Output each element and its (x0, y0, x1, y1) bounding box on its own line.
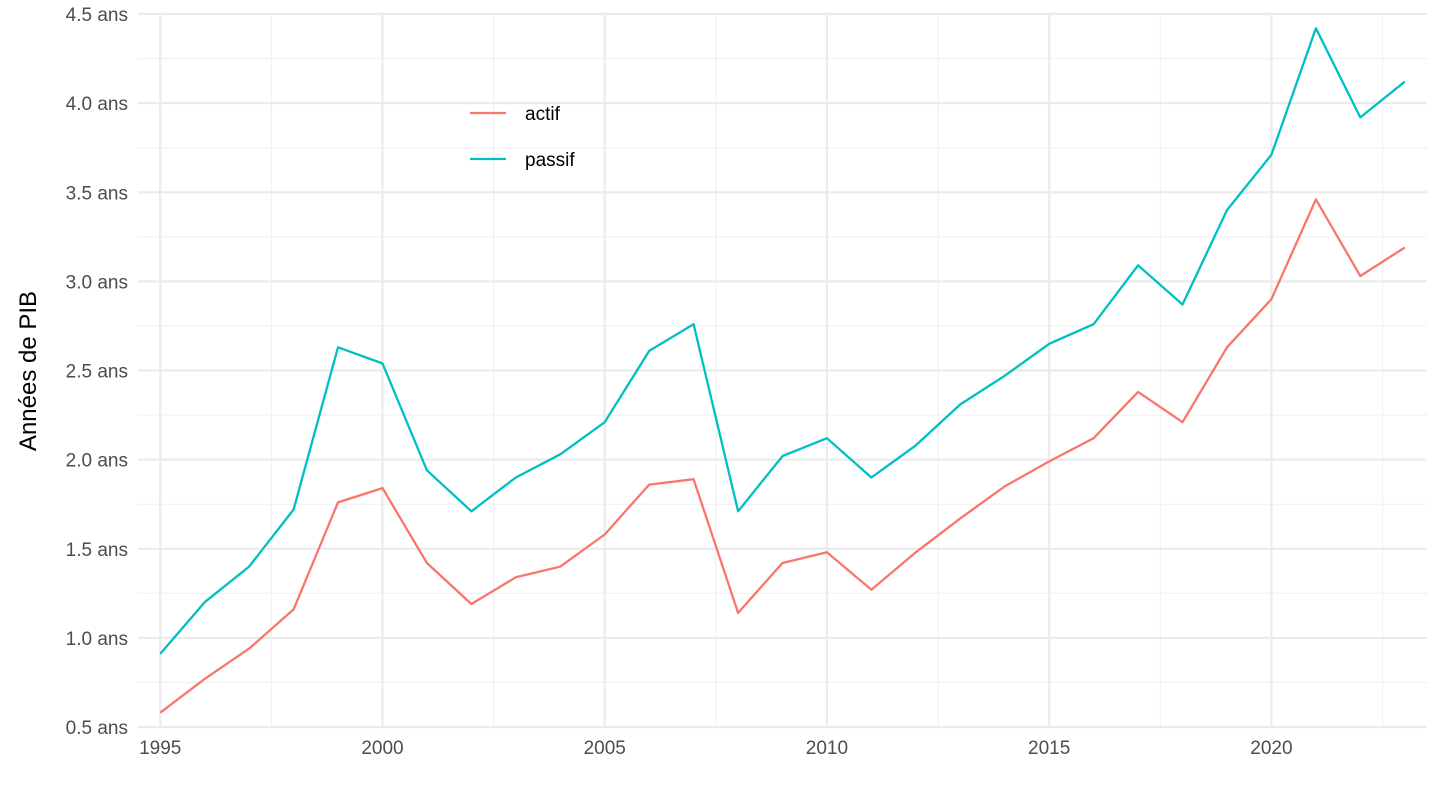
y-tick-label: 4.5 ans (66, 5, 128, 26)
x-tick-label: 2005 (584, 738, 626, 759)
series-line-passif (159, 27, 1406, 655)
y-tick-label: 2.5 ans (66, 362, 128, 383)
x-tick-label: 2010 (806, 738, 848, 759)
series-lines (159, 27, 1406, 714)
y-tick-label: 3.0 ans (66, 272, 128, 293)
x-tick-label: 2015 (1028, 738, 1070, 759)
x-tick-label: 1995 (139, 738, 181, 759)
x-axis-tick-labels: 1995 2000 2005 2010 2015 2020 (139, 738, 1292, 759)
y-tick-label: 2.0 ans (66, 451, 128, 472)
major-gridlines (138, 12, 1427, 729)
y-tick-label: 1.5 ans (66, 540, 128, 561)
y-axis-tick-labels: 0.5 ans 1.0 ans 1.5 ans 2.0 ans 2.5 ans 3.0 a… (66, 5, 128, 739)
y-tick-label: 1.0 ans (66, 629, 128, 650)
legend: actif passif (470, 104, 575, 171)
series-line-actif (159, 198, 1406, 714)
legend-label-passif: passif (525, 150, 575, 171)
x-tick-label: 2000 (361, 738, 403, 759)
y-tick-label: 0.5 ans (66, 718, 128, 739)
legend-label-actif: actif (525, 104, 561, 125)
y-axis-title: Années de PIB (15, 291, 42, 451)
y-tick-label: 4.0 ans (66, 94, 128, 115)
x-tick-label: 2020 (1250, 738, 1292, 759)
y-tick-label: 3.5 ans (66, 183, 128, 204)
